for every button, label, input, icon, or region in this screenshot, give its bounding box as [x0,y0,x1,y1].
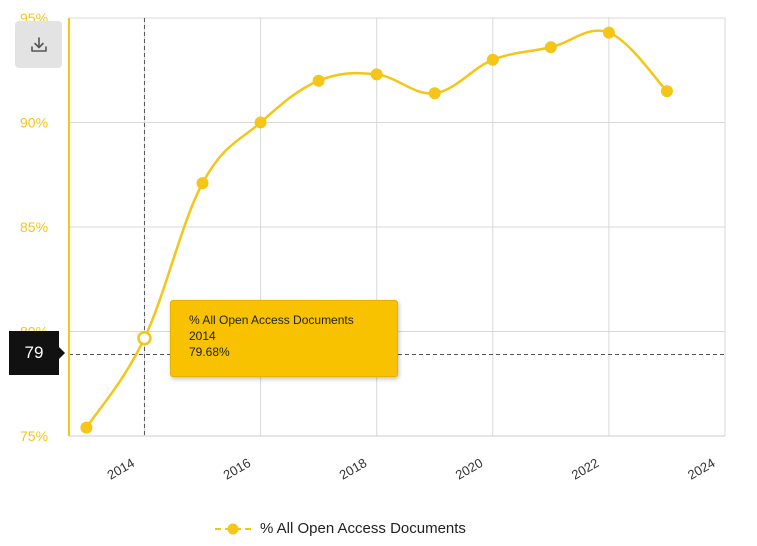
data-point[interactable] [254,116,267,129]
data-point[interactable] [660,85,673,98]
legend-marker-icon [215,523,251,534]
data-point[interactable] [544,41,557,54]
data-tooltip: % All Open Access Documents 2014 79.68% [170,300,398,377]
data-point-active[interactable] [137,330,152,346]
crosshair-value: 79 [9,331,59,375]
data-point[interactable] [312,74,325,87]
x-tick-label: 2018 [337,455,370,482]
y-tick-label: 90% [20,115,48,131]
data-point[interactable] [370,68,383,81]
x-tick-label: 2024 [685,455,718,482]
x-tick-label: 2016 [221,455,254,482]
x-tick-label: 2022 [569,455,602,482]
data-point[interactable] [428,87,441,100]
download-icon [30,36,47,52]
y-tick-label: 85% [20,219,48,235]
x-tick-label: 2014 [104,455,137,482]
y-tick-label: 75% [20,428,48,444]
crosshair-lines [69,18,725,436]
tooltip-year: 2014 [189,329,216,343]
series-line [85,29,668,429]
crosshair-value-label: 79 [9,331,65,375]
tooltip-series: % All Open Access Documents [189,313,354,327]
data-point[interactable] [196,177,209,190]
data-point[interactable] [486,53,499,66]
tooltip-value: 79.68% [189,345,230,359]
chart-legend[interactable]: % All Open Access Documents [214,520,466,537]
x-tick-label: 2020 [453,455,486,482]
data-point[interactable] [80,421,93,434]
crosshair-label-arrow [59,347,65,359]
legend-label: % All Open Access Documents [260,520,466,537]
download-button[interactable] [15,21,62,68]
data-point[interactable] [602,26,615,39]
series-group [80,26,673,434]
